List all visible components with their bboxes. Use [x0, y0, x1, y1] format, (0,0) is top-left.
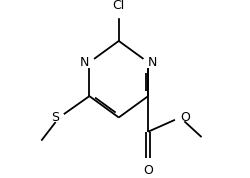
Text: O: O [180, 111, 190, 124]
Circle shape [175, 112, 185, 122]
Text: N: N [80, 56, 90, 69]
Text: S: S [51, 111, 59, 124]
Circle shape [54, 112, 64, 122]
Circle shape [84, 57, 94, 67]
Text: Cl: Cl [113, 0, 125, 12]
Text: O: O [143, 164, 153, 177]
Circle shape [114, 7, 124, 18]
Circle shape [143, 159, 153, 169]
Text: N: N [148, 56, 158, 69]
Circle shape [143, 57, 153, 67]
